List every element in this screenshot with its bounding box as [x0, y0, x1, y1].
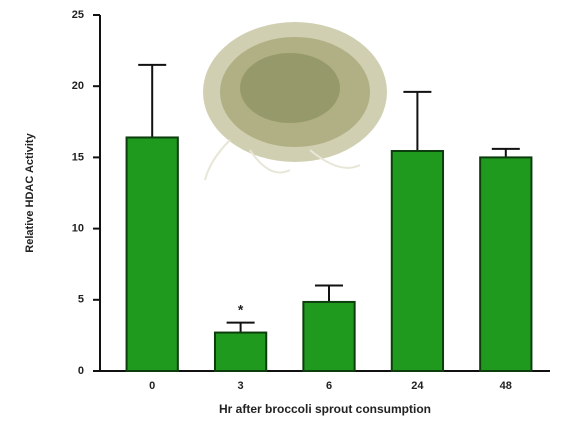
y-tick-label: 5 [78, 294, 84, 306]
bar [480, 157, 531, 371]
y-axis-label: Relative HDAC Activity [24, 132, 36, 252]
bar [392, 151, 443, 371]
annotation: * [238, 301, 244, 317]
bar [127, 137, 178, 371]
y-tick-label: 25 [72, 9, 84, 21]
bar [215, 333, 266, 371]
bar [303, 302, 354, 371]
y-tick-label: 0 [78, 365, 84, 377]
x-tick-label: 3 [238, 380, 244, 392]
y-tick-label: 20 [72, 80, 84, 92]
x-tick-label: 0 [149, 380, 155, 392]
x-tick-label: 6 [326, 380, 332, 392]
x-tick-label: 24 [411, 380, 424, 392]
x-axis-label: Hr after broccoli sprout consumption [219, 402, 431, 416]
x-tick-label: 48 [500, 380, 512, 392]
chart: Relative HDAC Activity Hr after broccoli… [0, 0, 570, 422]
y-tick-label: 15 [72, 151, 84, 163]
y-tick-label: 10 [72, 223, 84, 235]
sprout-photo [203, 22, 387, 180]
